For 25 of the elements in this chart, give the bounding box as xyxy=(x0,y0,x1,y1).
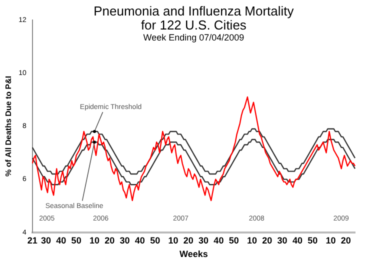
x-tick-label: 40 xyxy=(134,235,145,246)
x-tick-label: 10 xyxy=(89,235,100,246)
x-tick-label: 50 xyxy=(150,235,160,246)
x-tick-label: 20 xyxy=(183,235,194,246)
chart-title: Pneumonia and Influenza Mortality for 122 U.S. Cities xyxy=(94,4,294,33)
x-tick-label: 30 xyxy=(277,235,288,246)
x-tick-label: 30 xyxy=(198,235,209,246)
x-tick-label: 50 xyxy=(71,235,82,246)
x-tick-label: 21 xyxy=(27,235,38,246)
x-tick-label: 30 xyxy=(41,235,52,246)
x-axis-title: Weeks xyxy=(180,249,208,260)
x-tick-label: 50 xyxy=(228,235,239,246)
x-tick-label: 50 xyxy=(308,235,318,246)
x-tick-label: 10 xyxy=(326,235,336,246)
x-tick-label: 30 xyxy=(120,235,130,246)
x-tick-label: 40 xyxy=(292,235,302,246)
text: Week Ending 07/04/2009 xyxy=(143,32,244,42)
x-tick-label: 20 xyxy=(104,235,115,246)
x-tick-label: 20 xyxy=(340,235,351,246)
x-tick-label: 20 xyxy=(262,235,272,246)
x-tick-label: 10 xyxy=(247,235,258,246)
x-tick-label: 10 xyxy=(168,235,178,246)
y-axis-title: % of All Deaths Due to P&I xyxy=(4,76,14,177)
x-tick-label: 40 xyxy=(56,235,66,246)
x-tick-label: 40 xyxy=(214,235,224,246)
